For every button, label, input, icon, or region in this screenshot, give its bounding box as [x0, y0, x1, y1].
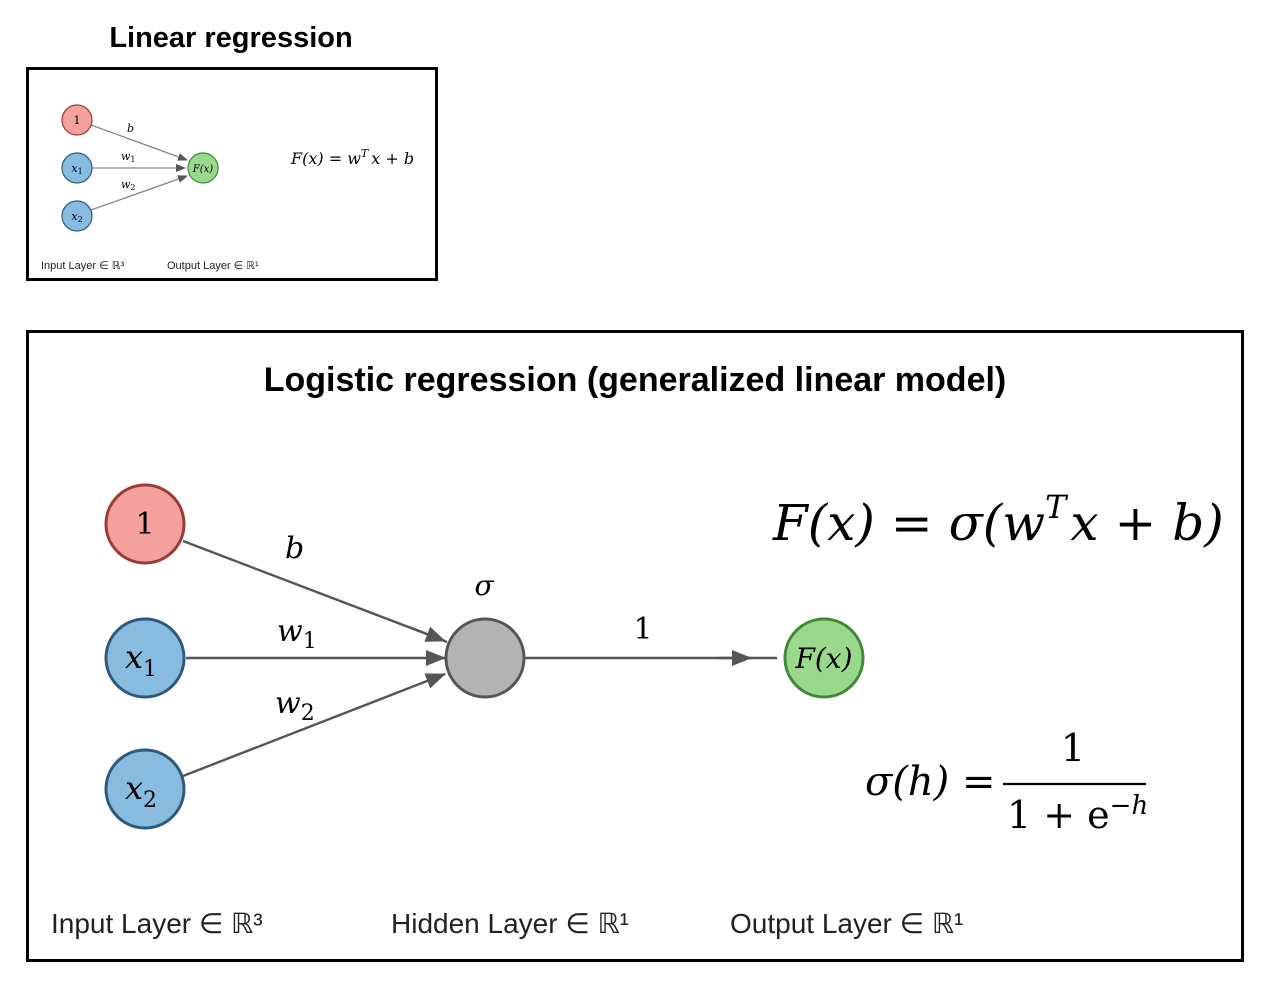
input-node-x2: [61, 200, 93, 232]
edge-bias-to-hidden: [182, 539, 446, 643]
edge-bias-to-hidden-tail: [408, 625, 448, 644]
linear-formula: F(x) = wT x + b: [290, 147, 414, 168]
linear-input-layer-label: Input Layer ∈ ℝ³: [41, 260, 124, 272]
x2-node-label: x2: [71, 210, 82, 224]
edge-label-b: b: [127, 122, 134, 135]
bias-node-label: 1: [135, 507, 154, 542]
logistic-input-layer-label: Input Layer ∈ ℝ³: [51, 908, 263, 939]
edge-label-hidden-out: 1: [633, 612, 652, 647]
hidden-node: [444, 617, 526, 699]
edge-label-w2: w2: [275, 686, 315, 726]
logistic-output-layer-label: Output Layer ∈ ℝ¹: [730, 908, 963, 939]
bias-node-label: 1: [74, 114, 81, 127]
linear-regression-diagram: 1 x1 x2 F(x) b w1 w2 F(x) = wT x + b Inpu…: [41, 104, 414, 272]
input-node-x2: [104, 748, 186, 830]
output-node: [783, 617, 865, 699]
output-node-label: F(x): [192, 164, 213, 175]
linear-regression-title: Linear regression: [109, 22, 353, 54]
sigmoid-formula-lhs: σ(h) =: [865, 759, 996, 805]
edge-label-w2: w2: [121, 178, 136, 192]
sigmoid-numerator: 1: [1061, 726, 1085, 770]
edge-x2-to-hidden: [182, 672, 446, 778]
logistic-formula: F(x) = σ(wTx + b): [772, 488, 1224, 552]
logistic-regression-panel: Logistic regression (generalized linear …: [26, 330, 1244, 962]
output-node: [187, 152, 219, 184]
input-node-x1: [104, 617, 186, 699]
x2-node-label: x2: [125, 769, 157, 813]
edge-bias-to-output: [90, 124, 188, 161]
x1-node-label: x1: [71, 162, 82, 176]
edge-label-w1: w1: [121, 150, 136, 164]
logistic-hidden-layer-label: Hidden Layer ∈ ℝ¹: [391, 908, 629, 939]
input-node-x1: [61, 152, 93, 184]
edge-x2-to-output: [90, 175, 188, 211]
linear-regression-panel: 1 x1 x2 F(x) b w1 w2 F(x) = wT x + b Inpu…: [26, 67, 438, 281]
edge-label-b: b: [285, 531, 304, 566]
logistic-regression-title: Logistic regression (generalized linear …: [263, 361, 1007, 399]
linear-output-layer-label: Output Layer ∈ ℝ¹: [167, 260, 259, 272]
x1-node-label: x1: [125, 638, 157, 682]
edge-label-w1: w1: [277, 614, 317, 654]
bias-node: [104, 483, 186, 565]
logistic-regression-diagram: 1 x1 x2 F(x) σ b w1 w2 1 F(x) = σ(wTx + …: [51, 483, 1224, 939]
bias-node: [61, 104, 93, 136]
sigmoid-denominator: 1 + e−h: [1007, 791, 1148, 837]
output-node-label: F(x): [794, 642, 852, 675]
hidden-node-label: σ: [474, 569, 494, 602]
